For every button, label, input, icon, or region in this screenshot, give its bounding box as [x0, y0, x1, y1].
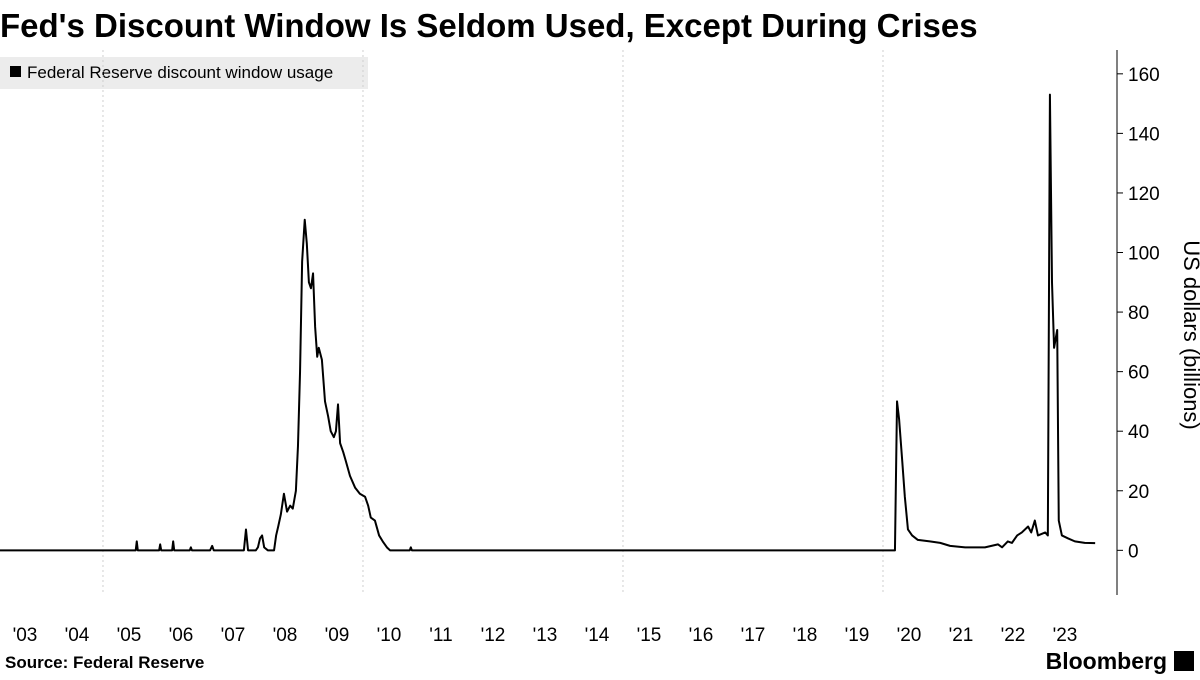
x-tick-label: '17 — [741, 625, 766, 646]
x-tick-label: '04 — [65, 625, 90, 646]
y-tick-label: 0 — [1128, 541, 1139, 562]
legend-label: Federal Reserve discount window usage — [27, 63, 333, 82]
x-tick-label: '15 — [637, 625, 662, 646]
y-tick-label: 140 — [1128, 124, 1160, 145]
brand-icon — [1174, 651, 1194, 671]
y-tick-label: 60 — [1128, 363, 1149, 384]
x-tick-label: '06 — [169, 625, 194, 646]
y-tick-label: 20 — [1128, 482, 1149, 503]
x-tick-label: '05 — [117, 625, 142, 646]
source: Source: Federal Reserve — [5, 653, 204, 672]
y-tick-label: 40 — [1128, 422, 1149, 443]
y-tick-label: 80 — [1128, 303, 1149, 324]
x-tick-label: '22 — [1001, 625, 1026, 646]
x-tick-label: '19 — [845, 625, 870, 646]
x-tick-label: '18 — [793, 625, 818, 646]
x-tick-label: '03 — [13, 625, 38, 646]
x-tick-label: '16 — [689, 625, 714, 646]
chart-title: Fed's Discount Window Is Seldom Used, Ex… — [0, 7, 978, 44]
line — [0, 93, 1096, 552]
x-tick-label: '11 — [429, 625, 452, 646]
x-tick-label: '13 — [533, 625, 558, 646]
x-tick-label: '23 — [1053, 625, 1078, 646]
y-axis-label: US dollars (billions) — [1179, 240, 1200, 430]
x-tick-label: '20 — [897, 625, 922, 646]
y-tick-label: 160 — [1128, 65, 1160, 86]
legend-swatch — [10, 66, 21, 77]
x-tick-label: '12 — [481, 625, 506, 646]
x-tick-label: '10 — [377, 625, 402, 646]
x-tick-label: '07 — [221, 625, 246, 646]
brand: Bloomberg — [1046, 648, 1167, 674]
x-tick-label: '09 — [325, 625, 350, 646]
x-tick-label: '21 — [949, 625, 974, 646]
x-tick-label: '08 — [273, 625, 298, 646]
y-tick-label: 120 — [1128, 184, 1160, 205]
x-tick-label: '14 — [585, 625, 610, 646]
legend — [0, 57, 368, 89]
y-tick-label: 100 — [1128, 244, 1160, 265]
